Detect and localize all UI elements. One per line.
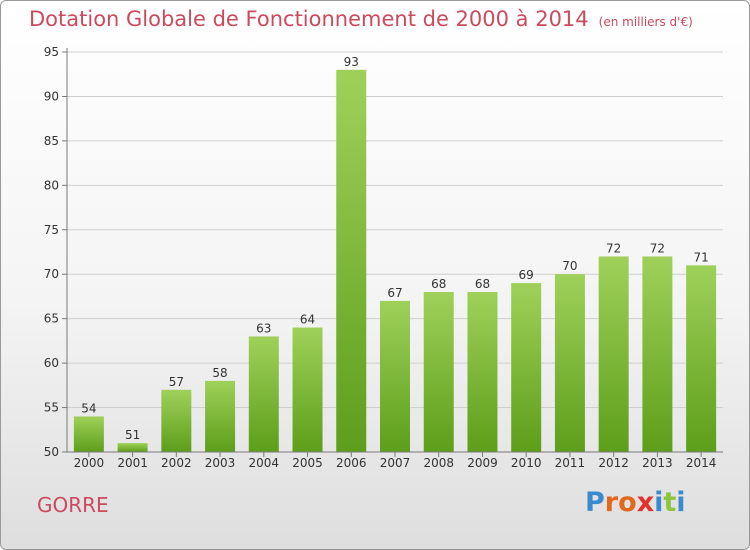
- x-tick-label: 2005: [292, 456, 323, 470]
- bars: [73, 69, 717, 453]
- data-label: 67: [387, 286, 402, 300]
- data-label: 71: [693, 250, 708, 264]
- bar: [73, 416, 104, 452]
- y-tick-label: 60: [44, 356, 59, 370]
- labels: 50 55 60 65 70 75 80 85 90 95 54 2000 51 2001 57 2002 58…: [44, 45, 717, 470]
- place-name: GORRE: [37, 493, 109, 517]
- data-label: 93: [344, 55, 359, 69]
- bar: [292, 327, 323, 452]
- x-tick-label: 2012: [598, 456, 629, 470]
- brand-letter: t: [663, 487, 677, 518]
- y-tick-label: 90: [44, 89, 59, 103]
- y-tick-label: 85: [44, 134, 59, 148]
- bar: [467, 292, 498, 452]
- bar: [598, 256, 629, 452]
- axes: [62, 48, 723, 457]
- data-label: 51: [125, 428, 140, 442]
- bar: [380, 300, 410, 452]
- brand-letter: o: [618, 487, 637, 518]
- x-tick-label: 2007: [380, 456, 411, 470]
- x-tick-label: 2001: [117, 456, 148, 470]
- bar: [205, 380, 236, 452]
- data-label: 68: [431, 277, 446, 291]
- bar: [117, 443, 148, 452]
- y-tick-label: 70: [44, 267, 59, 281]
- x-tick-label: 2011: [555, 456, 586, 470]
- brand-letter: i: [654, 487, 664, 518]
- data-label: 70: [562, 259, 577, 273]
- chart-title: Dotation Globale de Fonctionnement de 20…: [29, 7, 589, 31]
- bar: [554, 274, 585, 452]
- bar: [642, 256, 673, 452]
- x-tick-label: 2004: [249, 456, 280, 470]
- x-tick-label: 2002: [161, 456, 192, 470]
- y-tick-label: 75: [44, 223, 59, 237]
- brand-letter: P: [585, 487, 605, 518]
- data-label: 54: [81, 401, 96, 415]
- bar: [423, 292, 454, 452]
- bar: [336, 69, 367, 453]
- data-label: 72: [650, 241, 665, 255]
- x-tick-label: 2000: [74, 456, 105, 470]
- chart-title-block: Dotation Globale de Fonctionnement de 20…: [29, 7, 693, 31]
- x-tick-label: 2008: [423, 456, 454, 470]
- data-label: 57: [169, 375, 184, 389]
- y-tick-label: 80: [44, 178, 59, 192]
- data-label: 58: [212, 366, 227, 380]
- chart-subtitle: (en milliers d'€): [598, 15, 693, 29]
- bar: [686, 265, 717, 452]
- y-tick-label: 65: [44, 312, 59, 326]
- x-tick-label: 2013: [642, 456, 673, 470]
- bar: [511, 283, 542, 452]
- bar: [248, 336, 279, 452]
- data-label: 64: [300, 313, 315, 327]
- x-tick-label: 2010: [511, 456, 542, 470]
- brand-logo[interactable]: Proxiti: [585, 487, 686, 518]
- data-label: 68: [475, 277, 490, 291]
- data-label: 72: [606, 241, 621, 255]
- data-label: 69: [519, 268, 534, 282]
- x-tick-label: 2006: [336, 456, 367, 470]
- y-tick-label: 50: [44, 445, 59, 459]
- bar: [161, 389, 192, 452]
- data-label: 63: [256, 321, 271, 335]
- y-tick-label: 55: [44, 401, 59, 415]
- brand-letter: r: [604, 487, 619, 518]
- brand-letter: i: [676, 487, 686, 518]
- x-tick-label: 2014: [686, 456, 717, 470]
- brand-letter: x: [636, 487, 655, 518]
- y-tick-label: 95: [44, 45, 59, 59]
- x-tick-label: 2003: [205, 456, 236, 470]
- x-tick-label: 2009: [467, 456, 498, 470]
